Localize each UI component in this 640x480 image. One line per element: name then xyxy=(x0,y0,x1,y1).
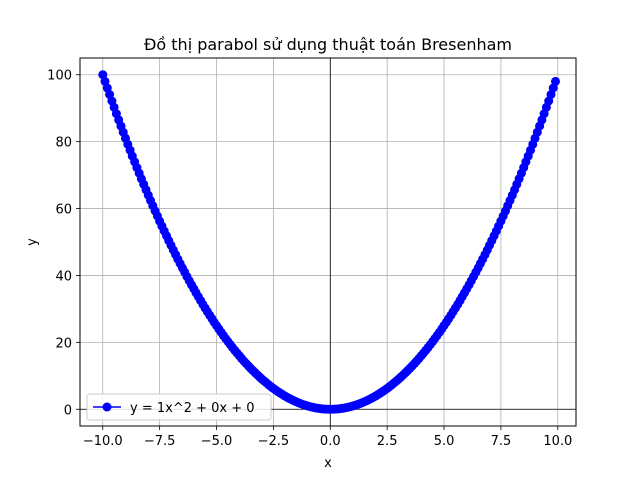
x-tick-label: 10.0 xyxy=(543,434,572,449)
x-tick-label: −10.0 xyxy=(83,434,123,449)
legend-marker xyxy=(102,402,112,412)
x-tick-label: 7.5 xyxy=(491,434,512,449)
y-tick-label: 80 xyxy=(55,136,72,151)
x-tick-label: 2.5 xyxy=(377,434,398,449)
y-tick-label: 100 xyxy=(47,69,72,84)
chart-title: Đồ thị parabol sử dụng thuật toán Bresen… xyxy=(144,35,512,54)
x-tick-label: −7.5 xyxy=(144,434,176,449)
legend: y = 1x^2 + 0x + 0 xyxy=(86,393,272,421)
legend-label: y = 1x^2 + 0x + 0 xyxy=(130,401,255,416)
y-ticks: 0 20 40 60 80 100 xyxy=(47,69,80,418)
x-tick-label: −2.5 xyxy=(258,434,290,449)
y-tick-label: 40 xyxy=(55,269,72,284)
x-ticks: −10.0 −7.5 −5.0 −2.5 0.0 2.5 5.0 7.5 10.0 xyxy=(83,426,572,449)
x-tick-label: 0.0 xyxy=(320,434,341,449)
y-tick-label: 20 xyxy=(55,336,72,351)
data-point xyxy=(551,76,560,86)
x-tick-label: −5.0 xyxy=(201,434,233,449)
y-tick-label: 60 xyxy=(55,203,72,218)
y-axis-label: y xyxy=(25,238,40,246)
legend-box xyxy=(86,393,272,421)
x-tick-label: 5.0 xyxy=(434,434,455,449)
series-layer xyxy=(98,70,560,414)
plot-frame xyxy=(79,57,577,427)
x-axis-label: x xyxy=(324,456,332,471)
y-tick-label: 0 xyxy=(64,403,72,418)
